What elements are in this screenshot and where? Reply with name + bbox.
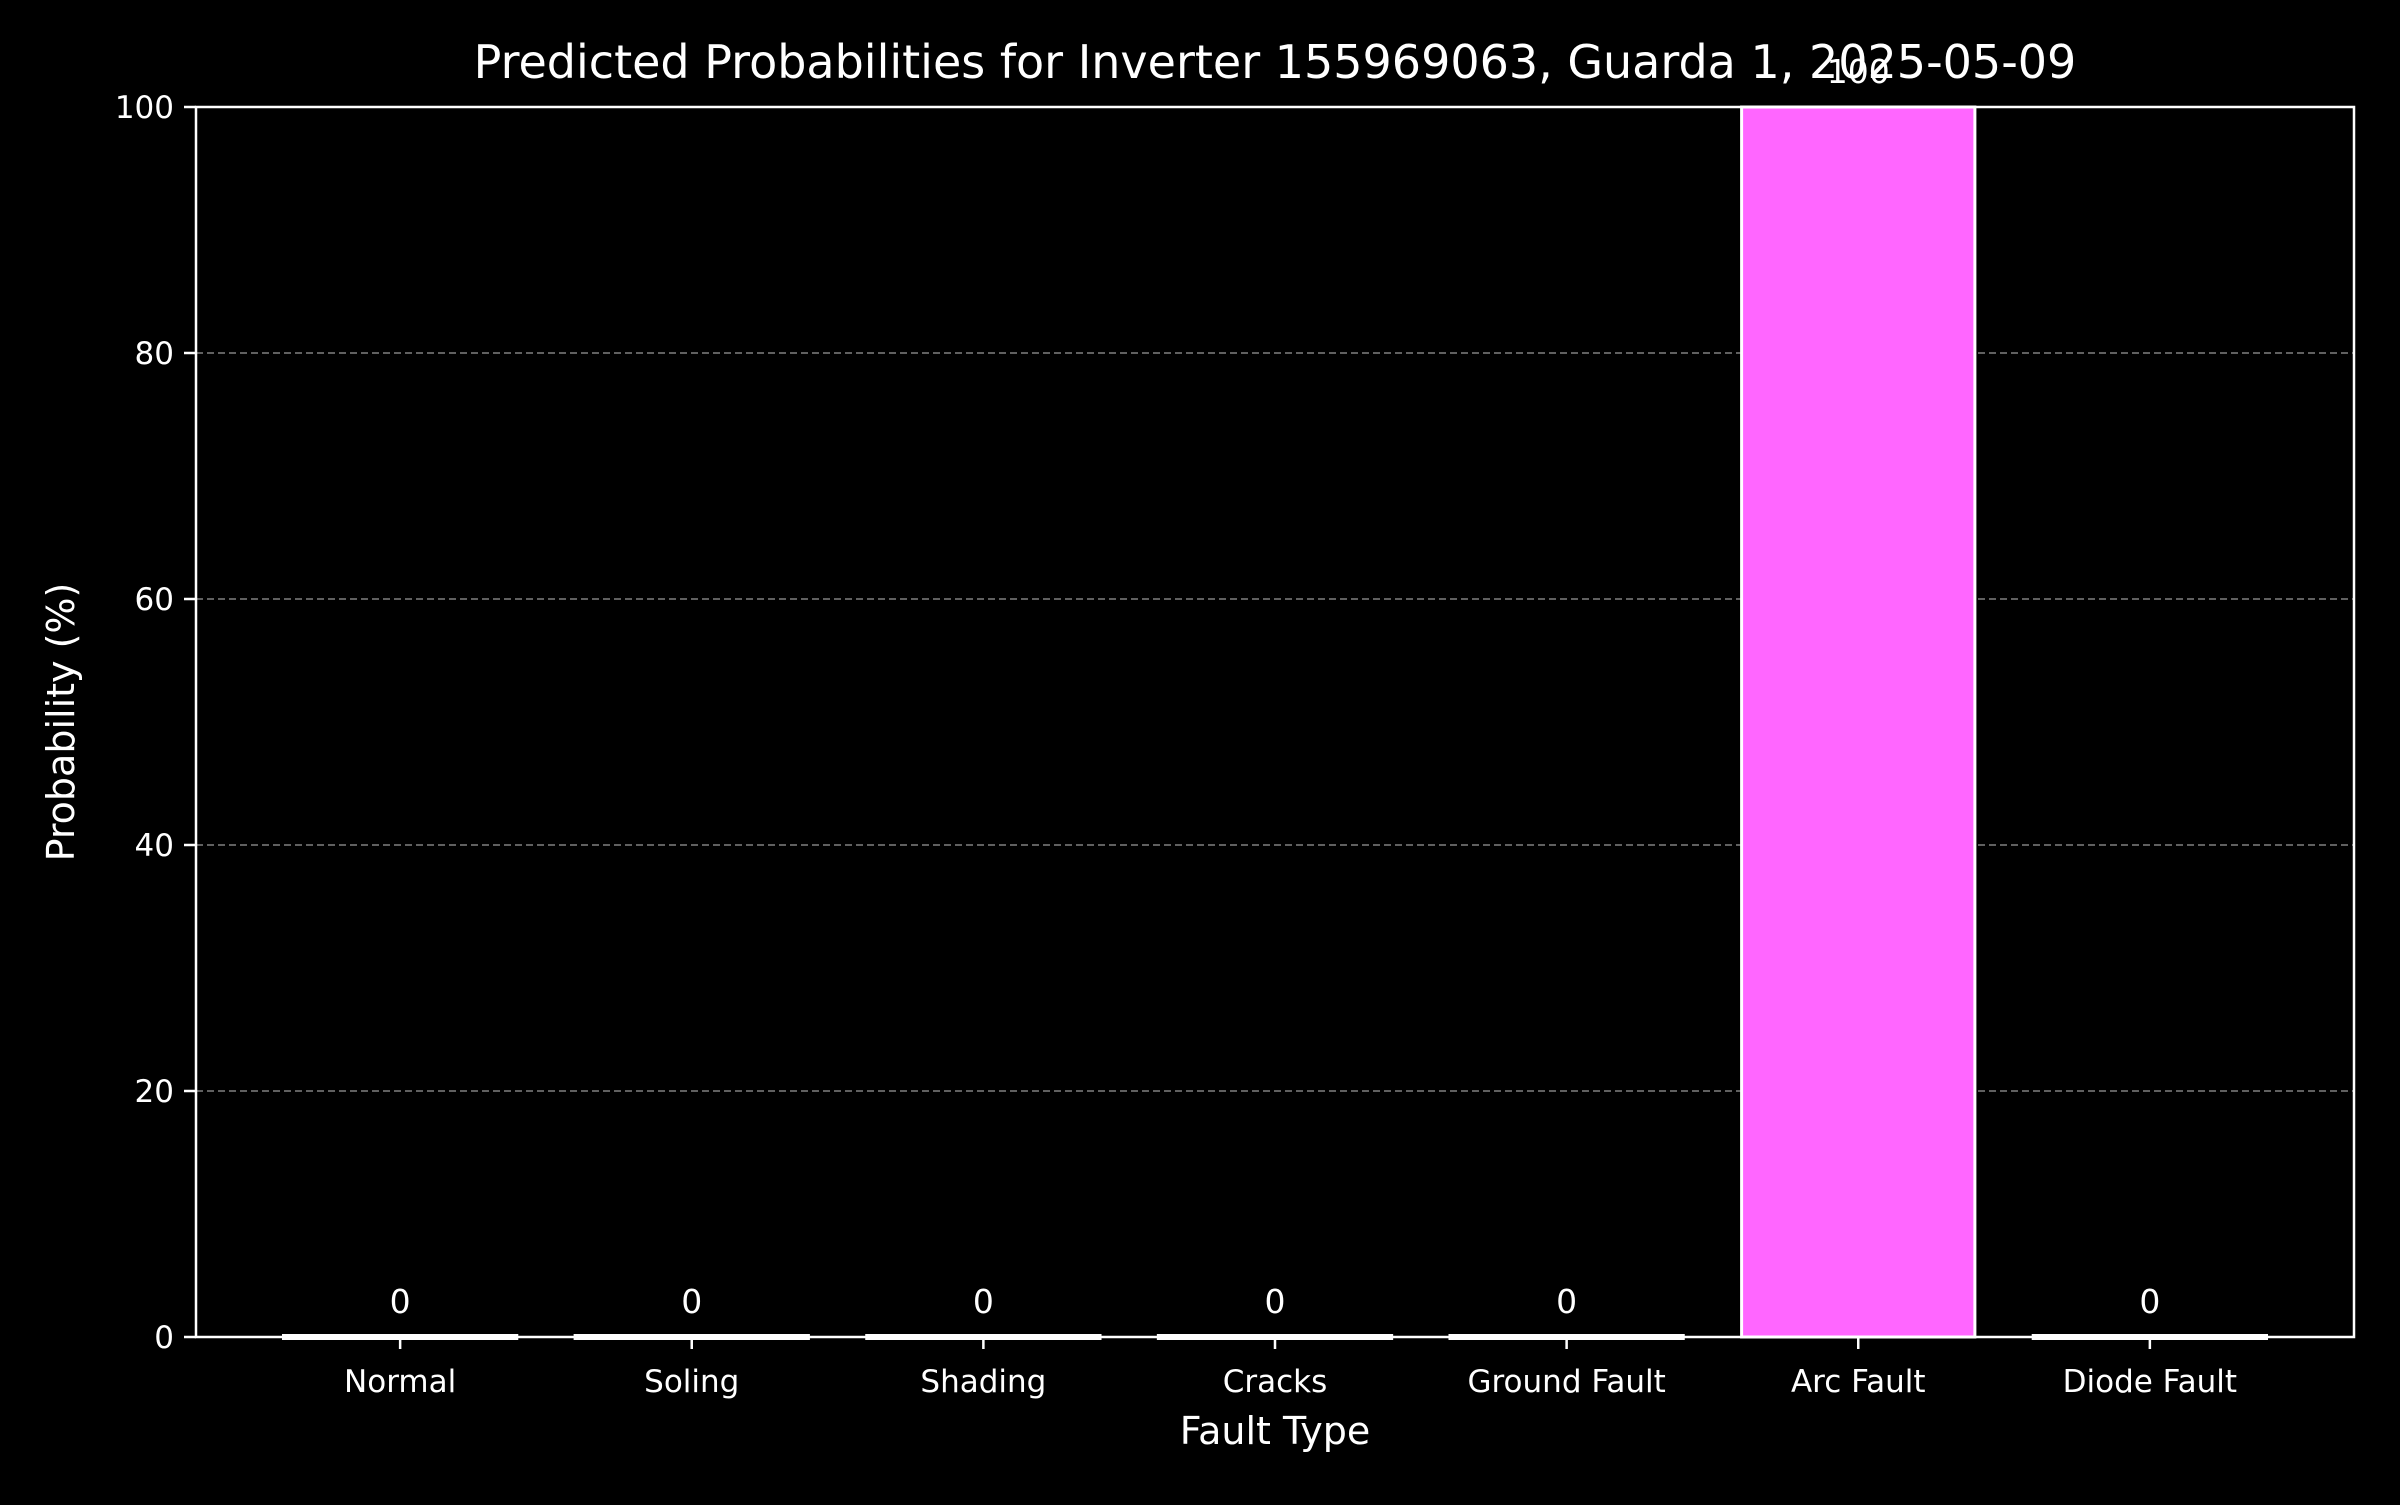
bar-value-label: 0 [1556, 1282, 1577, 1321]
y-tick-label: 80 [135, 336, 174, 372]
y-tick-label: 20 [135, 1074, 174, 1110]
x-tick-label: Ground Fault [1467, 1364, 1665, 1400]
bar-value-label: 0 [2139, 1282, 2160, 1321]
x-tick-label: Shading [920, 1364, 1046, 1400]
x-tick-label: Soling [644, 1364, 739, 1400]
x-tick-label: Diode Fault [2063, 1364, 2237, 1400]
bar [1740, 105, 1977, 1339]
bar-value-label: 0 [1265, 1282, 1286, 1321]
bar-value-label: 0 [681, 1282, 702, 1321]
y-tick-label: 100 [115, 90, 174, 126]
axes: 0 20 40 60 80 100 Normal Soling Shading Cracks Gro… [115, 90, 2356, 1400]
bar-value-label: 0 [390, 1282, 411, 1321]
gridlines [196, 352, 2354, 1092]
chart-title: Predicted Probabilities for Inverter 155… [474, 35, 2077, 89]
bar-value-label: 0 [973, 1282, 994, 1321]
x-tick-label: Arc Fault [1791, 1364, 1926, 1400]
y-axis-label: Probability (%) [39, 583, 83, 862]
x-tick-label: Cracks [1223, 1364, 1328, 1400]
y-tick-label: 40 [135, 828, 174, 864]
value-labels: 0 0 0 0 0 100 0 [390, 52, 2161, 1321]
y-tick-label: 0 [154, 1320, 174, 1356]
bar-value-label: 100 [1827, 52, 1890, 91]
x-tick-label: Normal [344, 1364, 456, 1400]
y-tick-label: 60 [135, 582, 174, 618]
x-axis-label: Fault Type [1180, 1409, 1371, 1453]
bars [281, 105, 2269, 1340]
